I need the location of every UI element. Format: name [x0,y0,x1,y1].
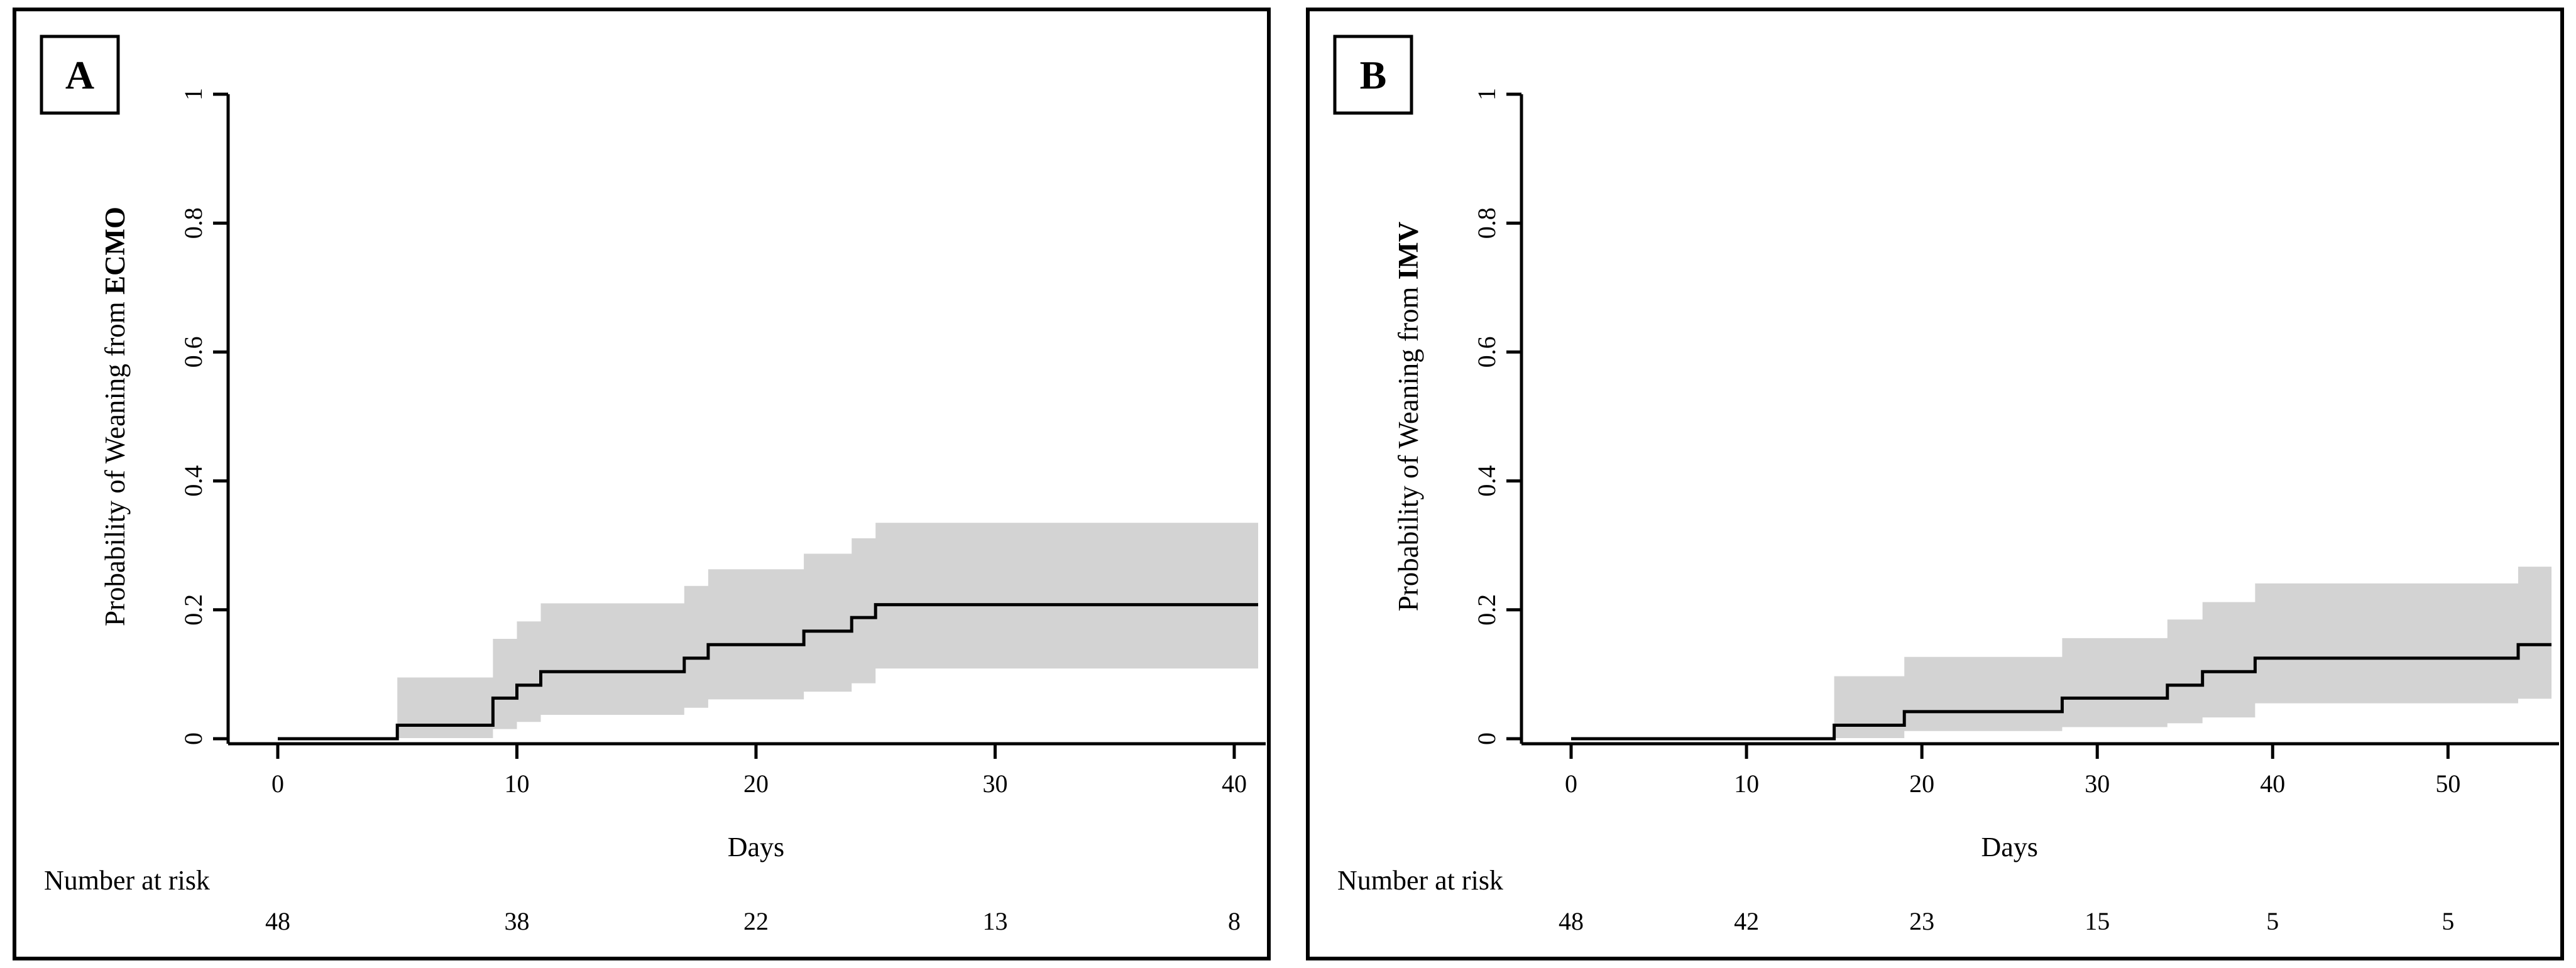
x-tick-label: 20 [743,770,769,798]
panel-label-box [40,35,120,115]
y-tick-label: 0.6 [179,336,207,367]
number-at-risk-value: 38 [504,907,529,935]
confidence-band [1834,567,2551,738]
y-tick-label: 0 [179,732,207,745]
number-at-risk-value: 5 [2266,907,2279,935]
y-tick-label: 0.4 [1472,465,1501,497]
number-at-risk-value: 42 [1734,907,1759,935]
x-tick-label: 40 [1222,770,1247,798]
step-curve [278,603,1258,741]
number-at-risk-value: 23 [1909,907,1934,935]
x-tick-label: 50 [2435,770,2460,798]
y-tick-label: 0.8 [179,207,207,239]
y-tick-label: 1 [1472,88,1501,101]
panel-a: A 0 0.2 0.4 0.6 0.8 1 0 10 20 30 40 Days Probability … [13,8,1271,960]
y-tick-label: 0.6 [1472,336,1501,367]
y-axis-title: Probability of Weaning from IMV [1393,222,1424,611]
x-axis-title: Days [1981,832,2037,862]
number-at-risk-value: 22 [743,907,769,935]
number-at-risk-value: 48 [265,907,290,935]
number-at-risk-label: Number at risk [1337,865,1503,896]
number-at-risk-value: 5 [2442,907,2454,935]
y-tick-label: 0.2 [1472,594,1501,626]
panel-label-box [1333,35,1413,115]
number-at-risk-label: Number at risk [44,865,210,896]
x-tick-label: 10 [1734,770,1759,798]
chart-svg: A00.20.40.60.810 10 20 30 40DaysProbability … [40,35,1266,935]
x-tick-label: 10 [504,770,529,798]
x-tick-label: 0 [1565,770,1577,798]
number-at-risk-value: 15 [2085,907,2110,935]
y-tick-label: 0.8 [1472,207,1501,239]
x-tick-label: 30 [2085,770,2110,798]
number-at-risk-value: 48 [1559,907,1584,935]
x-tick-label: 40 [2260,770,2285,798]
y-tick-label: 0.4 [179,465,207,497]
panel-b: B 0 0.2 0.4 0.6 0.8 1 0 10 20 30 40 50 Days Probabilit… [1306,8,2564,960]
number-at-risk-value: 13 [982,907,1007,935]
y-tick-label: 0.2 [179,594,207,626]
x-tick-label: 20 [1909,770,1934,798]
x-tick-label: 0 [271,770,284,798]
number-at-risk-value: 8 [1228,907,1241,935]
x-axis-title: Days [728,832,784,862]
x-tick-label: 30 [982,770,1007,798]
y-tick-label: 1 [179,88,207,101]
chart-svg: B00.20.40.60.810 10 20 30 40 50DaysProbabilit… [1333,35,2559,935]
panel-label: A [65,53,94,97]
panel-label: B [1360,53,1387,97]
y-tick-label: 0 [1472,732,1501,745]
y-axis-title: Probability of Weaning from ECMO [99,207,131,626]
step-curve [1571,643,2551,741]
